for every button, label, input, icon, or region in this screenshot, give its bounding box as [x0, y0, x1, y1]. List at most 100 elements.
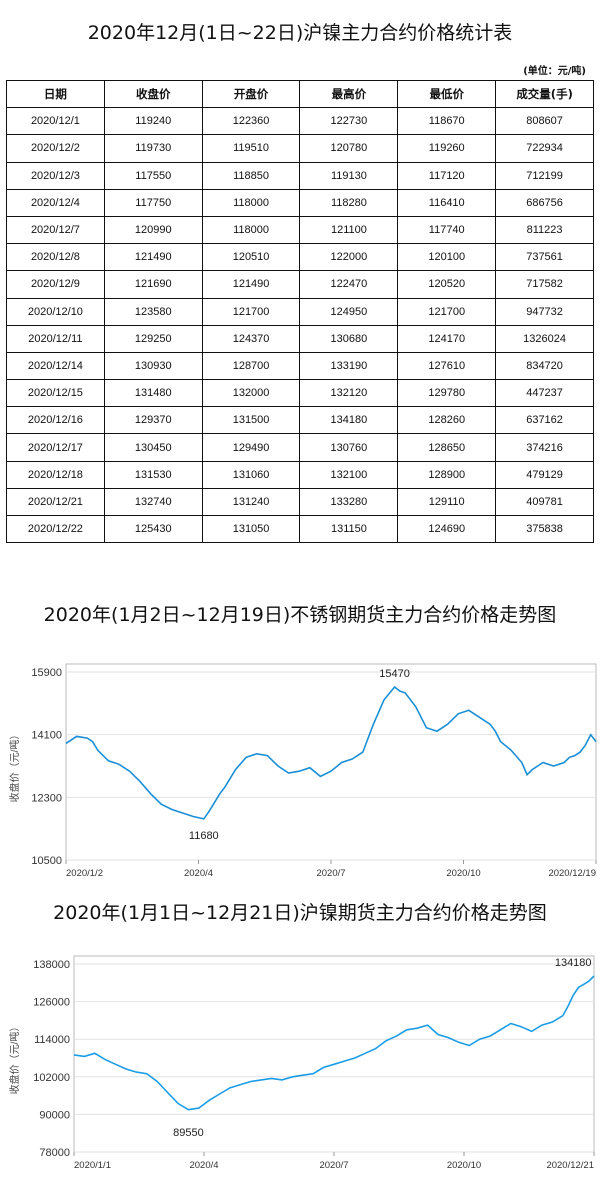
- data-label: 11680: [189, 830, 219, 842]
- table-cell: 2020/12/21: [6, 487, 105, 517]
- table-cell: 947732: [495, 297, 594, 326]
- table-cell: 131480: [103, 379, 203, 408]
- plot-frame: [73, 955, 595, 1153]
- y-tick-label: 90000: [39, 1109, 70, 1121]
- y-axis-label: 收盘价（元/吨）: [8, 1022, 21, 1095]
- table-row: 2020/12/7 120990 118000 121100 117740 811223: [6, 215, 594, 245]
- table-cell: 122730: [299, 107, 399, 136]
- table-cell: 811223: [495, 215, 594, 245]
- table-cell: 131500: [201, 406, 301, 435]
- table-row: 2020/12/11 129250 124370 130680 124170 132602…: [6, 324, 594, 353]
- table-cell: 121690: [103, 270, 203, 299]
- y-tick-label: 114000: [34, 1034, 70, 1046]
- table-cell: 129250: [103, 324, 203, 353]
- column-header: 日期: [6, 79, 105, 109]
- table-cell: 122470: [299, 270, 399, 299]
- series-line: [73, 975, 595, 1111]
- table-cell: 120990: [103, 215, 203, 245]
- table-cell: 124690: [397, 514, 497, 544]
- price-table: 日期 收盘价 开盘价 最高价 最低价 成交量(手) 2020/12/1 119240 1223…: [6, 79, 594, 544]
- y-tick-label: 78000: [39, 1147, 70, 1159]
- table-cell: 131530: [103, 460, 203, 489]
- x-tick-label: 2020/12/21: [546, 1160, 594, 1171]
- table-cell: 374216: [495, 433, 594, 462]
- nickel-price-chart: 138000 126000 114000 102000 90000 78000 2020/1…: [0, 930, 600, 1192]
- x-tick-label: 2020/1/2: [66, 868, 103, 879]
- table-cell: 125430: [103, 514, 203, 544]
- table-cell: 2020/12/11: [6, 324, 105, 353]
- table-cell: 121490: [201, 270, 301, 299]
- column-header: 收盘价: [103, 79, 203, 109]
- table-row: 2020/12/8 121490 120510 122000 120100 737561: [6, 243, 594, 272]
- data-label: 15470: [379, 668, 410, 680]
- table-cell: 132120: [299, 379, 399, 408]
- table-cell: 117550: [103, 161, 203, 190]
- table-cell: 121490: [103, 243, 203, 272]
- table-cell: 131050: [201, 514, 301, 544]
- plot-frame: [65, 663, 597, 861]
- x-tick-label: 2020/1/1: [74, 1160, 111, 1171]
- column-header: 开盘价: [201, 79, 301, 109]
- table-cell: 129110: [397, 487, 497, 517]
- table-cell: 686756: [495, 188, 594, 217]
- table-cell: 129490: [201, 433, 301, 462]
- table-cell: 122000: [299, 243, 399, 272]
- table-cell: 447237: [495, 379, 594, 408]
- table-cell: 119130: [299, 161, 399, 190]
- table-cell: 121100: [299, 215, 399, 245]
- table-cell: 121700: [397, 297, 497, 326]
- chart-2-title: 2020年(1月1日~12月21日)沪镍期货主力合约价格走势图: [53, 902, 547, 924]
- table-cell: 834720: [495, 351, 594, 381]
- table-row: 2020/12/14 130930 128700 133190 127610 834720: [6, 351, 594, 381]
- y-tick-label: 10500: [31, 855, 62, 867]
- table-cell: 118670: [397, 107, 497, 136]
- unit-note: (单位：元/吨): [523, 66, 586, 77]
- table-cell: 722934: [495, 134, 594, 163]
- table-cell: 712199: [495, 161, 594, 190]
- table-cell: 124170: [397, 324, 497, 353]
- x-tick-label: 2020/7: [319, 1160, 348, 1171]
- table-cell: 737561: [495, 243, 594, 272]
- table-cell: 128900: [397, 460, 497, 489]
- table-body: 2020/12/1 119240 122360 122730 118670 808607 2…: [6, 107, 594, 544]
- x-tick-label: 2020/4: [184, 868, 213, 879]
- table-cell: 128700: [201, 351, 301, 381]
- table-row: 2020/12/17 130450 129490 130760 128650 374216: [6, 433, 594, 462]
- table-cell: 130450: [103, 433, 203, 462]
- x-tick-label: 2020/10: [446, 868, 480, 879]
- table-cell: 131240: [201, 487, 301, 517]
- table-cell: 717582: [495, 270, 594, 299]
- table-cell: 2020/12/10: [6, 297, 105, 326]
- table-cell: 124950: [299, 297, 399, 326]
- table-cell: 117750: [103, 188, 203, 217]
- chart-1-svg: 15900 14100 12300 10500 2020/1/2 2020/4 2020/7…: [8, 663, 597, 879]
- x-tick-label: 2020/4: [189, 1160, 218, 1171]
- table-cell: 2020/12/22: [6, 514, 105, 544]
- table-cell: 2020/12/8: [6, 243, 105, 272]
- chart-2-svg: 138000 126000 114000 102000 90000 78000 2020/1…: [8, 955, 595, 1171]
- table-cell: 129370: [103, 406, 203, 435]
- table-cell: 131060: [201, 460, 301, 489]
- table-cell: 2020/12/18: [6, 460, 105, 489]
- table-cell: 118280: [299, 188, 399, 217]
- table-cell: 2020/12/9: [6, 270, 105, 299]
- table-cell: 130930: [103, 351, 203, 381]
- table-cell: 134180: [299, 406, 399, 435]
- table-cell: 120780: [299, 134, 399, 163]
- column-header: 成交量(手): [495, 79, 594, 109]
- table-title: 2020年12月(1日~22日)沪镍主力合约价格统计表: [87, 22, 513, 44]
- table-cell: 130680: [299, 324, 399, 353]
- table-cell: 808607: [495, 107, 594, 136]
- table-cell: 133190: [299, 351, 399, 381]
- table-row: 2020/12/10 123580 121700 124950 121700 947732: [6, 297, 594, 326]
- table-cell: 127610: [397, 351, 497, 381]
- stainless-price-chart: 15900 14100 12300 10500 2020/1/2 2020/4 2020/7…: [0, 632, 600, 888]
- table-cell: 120100: [397, 243, 497, 272]
- series-line: [65, 685, 597, 820]
- table-cell: 2020/12/3: [6, 161, 105, 190]
- data-label: 89550: [173, 1127, 204, 1139]
- chart-1-title: 2020年(1月2日~12月19日)不锈钢期货主力合约价格走势图: [43, 604, 557, 626]
- table-cell: 117120: [397, 161, 497, 190]
- table-cell: 2020/12/4: [6, 188, 105, 217]
- table-cell: 2020/12/1: [6, 107, 105, 136]
